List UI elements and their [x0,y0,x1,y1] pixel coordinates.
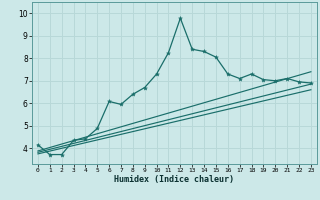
X-axis label: Humidex (Indice chaleur): Humidex (Indice chaleur) [115,175,234,184]
